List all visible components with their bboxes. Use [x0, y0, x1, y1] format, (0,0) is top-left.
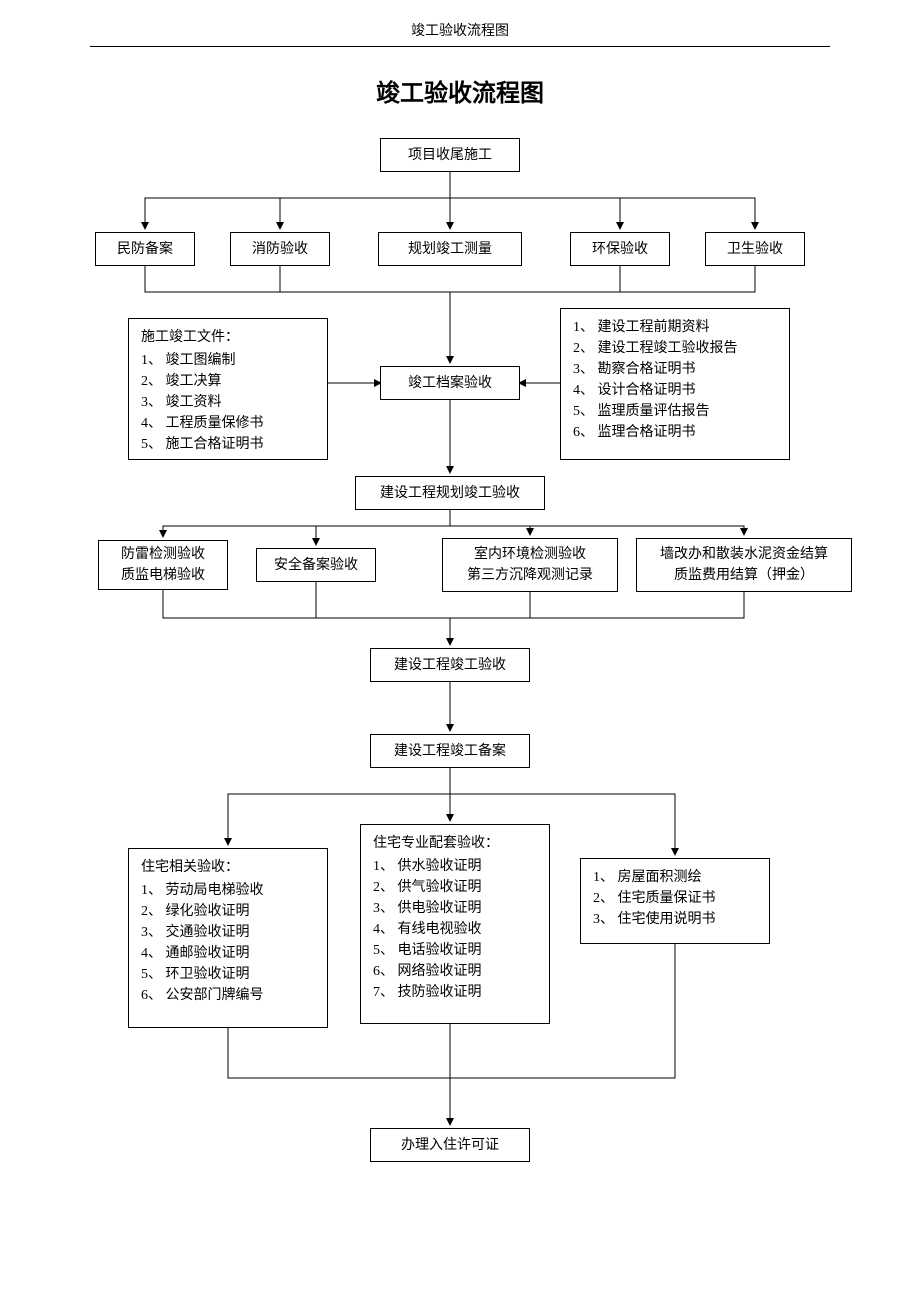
- edge: [450, 510, 744, 534]
- flow-node-n7: 建设工程竣工备案: [370, 734, 530, 768]
- list-item: 第三方沉降观测记录: [467, 565, 593, 586]
- list-title: 住宅专业配套验收：: [373, 833, 499, 854]
- flow-node-n5b: 安全备案验收: [256, 548, 376, 582]
- edge: [280, 266, 450, 292]
- flow-node-n3r: 1、 建设工程前期资料2、 建设工程竣工验收报告3、 勘察合格证明书4、 设计合…: [560, 308, 790, 460]
- list-item: 1、 供水验收证明: [373, 856, 482, 877]
- flow-node-n9: 办理入住许可证: [370, 1128, 530, 1162]
- list-item: 2、 供气验收证明: [373, 877, 482, 898]
- list-item: 室内环境检测验收: [474, 544, 586, 565]
- flow-node-n3c: 竣工档案验收: [380, 366, 520, 400]
- list-item: 2、 住宅质量保证书: [593, 888, 716, 909]
- edge: [450, 172, 755, 228]
- list-item: 2、 绿化验收证明: [141, 901, 250, 922]
- list-item: 3、 竣工资料: [141, 392, 222, 413]
- edge: [450, 172, 620, 228]
- list-title: 施工竣工文件：: [141, 327, 239, 348]
- list-item: 1、 竣工图编制: [141, 350, 236, 371]
- list-item: 墙改办和散装水泥资金结算: [660, 544, 828, 565]
- list-title: 住宅相关验收：: [141, 857, 239, 878]
- edge: [450, 266, 620, 292]
- list-item: 3、 住宅使用说明书: [593, 909, 716, 930]
- flow-node-n5a: 防雷检测验收质监电梯验收: [98, 540, 228, 590]
- flow-node-n6: 建设工程竣工验收: [370, 648, 530, 682]
- edge: [163, 510, 450, 536]
- flow-node-n8c: 住宅专业配套验收：1、 供水验收证明2、 供气验收证明3、 供电验收证明4、 有…: [360, 824, 550, 1024]
- list-item: 3、 勘察合格证明书: [573, 359, 696, 380]
- list-item: 1、 劳动局电梯验收: [141, 880, 264, 901]
- list-item: 3、 供电验收证明: [373, 898, 482, 919]
- edge: [450, 592, 530, 618]
- flow-node-n8r: 1、 房屋面积测绘2、 住宅质量保证书3、 住宅使用说明书: [580, 858, 770, 944]
- flowchart-canvas: 项目收尾施工民防备案 消防验收 规划竣工测量 环保验收 卫生验收施工竣工文件：1、 竣工…: [0, 128, 920, 1308]
- list-item: 5、 监理质量评估报告: [573, 401, 710, 422]
- list-item: 6、 监理合格证明书: [573, 422, 696, 443]
- list-item: 1、 建设工程前期资料: [573, 317, 710, 338]
- flow-node-n5c: 室内环境检测验收第三方沉降观测记录: [442, 538, 618, 592]
- list-item: 6、 网络验收证明: [373, 961, 482, 982]
- edge: [316, 510, 450, 544]
- flow-node-n8l: 住宅相关验收：1、 劳动局电梯验收2、 绿化验收证明3、 交通验收证明4、 通邮…: [128, 848, 328, 1028]
- list-item: 3、 交通验收证明: [141, 922, 250, 943]
- flow-node-n4: 建设工程规划竣工验收: [355, 476, 545, 510]
- list-item: 4、 通邮验收证明: [141, 943, 250, 964]
- list-item: 4、 有线电视验收: [373, 919, 482, 940]
- flow-node-n5d: 墙改办和散装水泥资金结算质监费用结算（押金）: [636, 538, 852, 592]
- list-item: 6、 公安部门牌编号: [141, 985, 264, 1006]
- list-item: 质监费用结算（押金）: [674, 565, 814, 586]
- flow-node-n3l: 施工竣工文件：1、 竣工图编制2、 竣工决算3、 竣工资料4、 工程质量保修书5…: [128, 318, 328, 460]
- edge: [280, 172, 450, 228]
- edge: [450, 510, 530, 534]
- list-item: 4、 设计合格证明书: [573, 380, 696, 401]
- list-item: 5、 施工合格证明书: [141, 434, 264, 455]
- edge: [450, 266, 755, 292]
- flow-node-n2b: 消防验收: [230, 232, 330, 266]
- list-item: 7、 技防验收证明: [373, 982, 482, 1003]
- flow-node-n2d: 环保验收: [570, 232, 670, 266]
- page-header: 竣工验收流程图: [90, 0, 830, 47]
- flow-node-n2e: 卫生验收: [705, 232, 805, 266]
- page-title: 竣工验收流程图: [0, 73, 920, 108]
- edge: [163, 590, 450, 644]
- edge: [228, 1028, 450, 1124]
- edge: [316, 582, 450, 618]
- flow-node-n2a: 民防备案: [95, 232, 195, 266]
- list-item: 5、 电话验收证明: [373, 940, 482, 961]
- list-item: 质监电梯验收: [121, 565, 205, 586]
- list-item: 2、 竣工决算: [141, 371, 222, 392]
- list-item: 2、 建设工程竣工验收报告: [573, 338, 738, 359]
- flow-node-n1: 项目收尾施工: [380, 138, 520, 172]
- edge: [145, 172, 450, 228]
- edge: [450, 592, 744, 618]
- title-text: 竣工验收流程图: [376, 81, 544, 107]
- flow-node-n2c: 规划竣工测量: [378, 232, 522, 266]
- list-item: 5、 环卫验收证明: [141, 964, 250, 985]
- header-text: 竣工验收流程图: [411, 24, 509, 39]
- list-item: 4、 工程质量保修书: [141, 413, 264, 434]
- list-item: 1、 房屋面积测绘: [593, 867, 702, 888]
- list-item: 防雷检测验收: [121, 544, 205, 565]
